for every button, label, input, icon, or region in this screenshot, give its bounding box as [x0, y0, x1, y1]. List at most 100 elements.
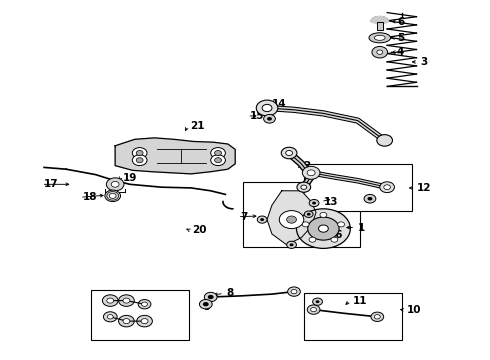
Circle shape: [215, 150, 221, 156]
Circle shape: [380, 182, 394, 193]
Circle shape: [267, 117, 272, 121]
Circle shape: [137, 315, 152, 327]
Circle shape: [211, 155, 225, 166]
Circle shape: [281, 147, 297, 159]
Circle shape: [287, 216, 296, 223]
Circle shape: [132, 155, 147, 166]
Circle shape: [302, 166, 320, 179]
Text: 18: 18: [82, 192, 97, 202]
Circle shape: [257, 216, 267, 223]
Circle shape: [142, 302, 147, 306]
Circle shape: [302, 222, 309, 227]
Circle shape: [290, 243, 294, 246]
Text: 16: 16: [329, 230, 344, 240]
Ellipse shape: [369, 33, 391, 43]
Circle shape: [211, 148, 225, 158]
Text: 10: 10: [407, 305, 421, 315]
Circle shape: [311, 307, 317, 312]
Circle shape: [301, 185, 307, 189]
Circle shape: [279, 211, 304, 229]
Circle shape: [123, 298, 130, 303]
Text: 13: 13: [323, 197, 338, 207]
Circle shape: [119, 295, 134, 306]
Text: 14: 14: [272, 99, 287, 109]
Circle shape: [372, 46, 388, 58]
Circle shape: [307, 305, 320, 314]
Circle shape: [307, 170, 315, 176]
Polygon shape: [371, 17, 389, 23]
Text: 19: 19: [122, 173, 137, 183]
Circle shape: [105, 190, 121, 202]
Circle shape: [320, 212, 327, 217]
Circle shape: [309, 237, 316, 242]
Circle shape: [371, 312, 384, 321]
Circle shape: [291, 289, 297, 294]
Text: 4: 4: [397, 47, 404, 57]
Bar: [243, 182, 360, 247]
Text: 5: 5: [397, 33, 404, 43]
Text: 2: 2: [303, 161, 310, 171]
Text: 1: 1: [358, 222, 365, 233]
Circle shape: [260, 218, 264, 221]
Circle shape: [199, 300, 212, 309]
Text: 20: 20: [192, 225, 207, 235]
Circle shape: [331, 237, 338, 242]
Circle shape: [287, 241, 296, 248]
Circle shape: [288, 287, 300, 296]
Circle shape: [215, 158, 221, 163]
Circle shape: [132, 148, 147, 158]
Circle shape: [313, 298, 322, 305]
Circle shape: [316, 300, 319, 303]
Circle shape: [136, 150, 143, 156]
Circle shape: [136, 158, 143, 163]
Circle shape: [377, 50, 383, 54]
Circle shape: [107, 315, 113, 319]
Text: 7: 7: [240, 212, 247, 222]
Text: 15: 15: [250, 111, 265, 121]
Circle shape: [374, 315, 380, 319]
Circle shape: [377, 135, 392, 146]
Circle shape: [318, 225, 328, 232]
Circle shape: [364, 194, 376, 203]
Polygon shape: [267, 191, 316, 245]
Polygon shape: [115, 138, 235, 174]
Text: 11: 11: [353, 296, 368, 306]
Circle shape: [109, 193, 116, 198]
Circle shape: [296, 209, 350, 248]
Circle shape: [103, 312, 117, 322]
Text: 8: 8: [226, 288, 234, 298]
Bar: [91, 290, 189, 340]
Circle shape: [119, 315, 134, 327]
Circle shape: [256, 100, 278, 116]
Text: 9: 9: [204, 302, 211, 312]
Circle shape: [312, 202, 316, 204]
Circle shape: [208, 295, 214, 299]
Bar: [304, 164, 412, 211]
Text: 21: 21: [190, 121, 205, 131]
Circle shape: [102, 295, 118, 306]
Circle shape: [286, 150, 293, 156]
Circle shape: [111, 181, 119, 187]
Circle shape: [262, 104, 272, 112]
Circle shape: [123, 319, 130, 324]
Bar: [304, 293, 402, 340]
Circle shape: [138, 300, 151, 309]
Text: 17: 17: [44, 179, 59, 189]
Circle shape: [297, 182, 311, 192]
Circle shape: [338, 222, 344, 227]
Ellipse shape: [374, 35, 385, 40]
Circle shape: [203, 302, 209, 306]
Circle shape: [107, 298, 114, 303]
Text: 12: 12: [416, 183, 431, 193]
Circle shape: [141, 319, 148, 324]
Text: 6: 6: [397, 17, 404, 27]
Circle shape: [304, 211, 313, 217]
Circle shape: [106, 178, 124, 191]
Circle shape: [384, 185, 391, 190]
Text: 3: 3: [420, 57, 428, 67]
Circle shape: [368, 197, 372, 201]
Circle shape: [264, 114, 275, 123]
Circle shape: [309, 199, 319, 207]
Circle shape: [204, 292, 217, 302]
Bar: [377, 22, 383, 30]
